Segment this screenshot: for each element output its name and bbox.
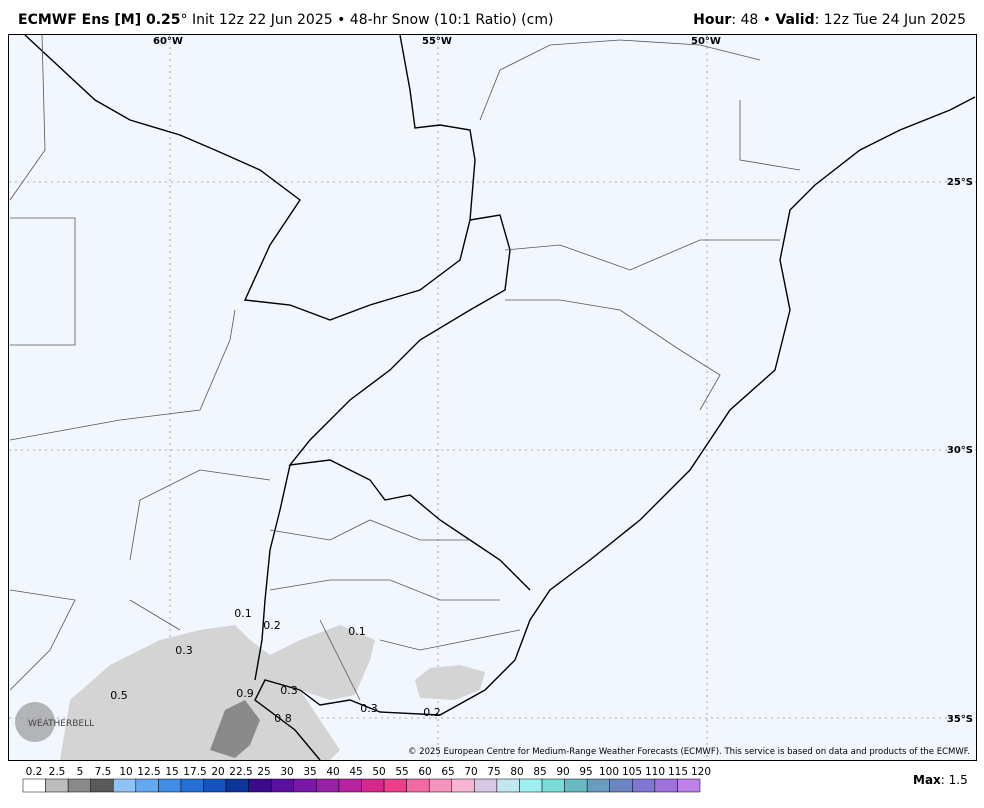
legend-swatch [586,778,610,793]
legend-label: 85 [533,766,546,778]
legend-label: 75 [487,766,500,778]
legend-swatch [203,778,227,793]
legend-swatch [316,778,340,793]
legend-swatch [564,778,588,793]
legend-swatch [428,778,453,793]
legend-label: 35 [303,766,316,778]
legend-label: 120 [691,766,711,778]
header-text: Valid [775,12,815,28]
legend-swatch [519,778,543,793]
legend-label: 100 [599,766,619,778]
header-text: Hour [693,12,732,28]
legend-swatch [451,778,475,793]
legend-label: 30 [280,766,293,778]
legend-label: 20 [211,766,224,778]
legend-label: 60 [418,766,431,778]
header-text: ° Init 12z 22 Jun 2025 • 48-hr Snow (10:… [180,12,554,28]
legend-label: 7.5 [95,766,112,778]
legend-label: 22.5 [229,766,252,778]
lat-label: 35°S [947,714,973,725]
legend-swatch [180,778,204,793]
legend-label: 105 [622,766,642,778]
legend-label: 10 [119,766,132,778]
legend-label: 2.5 [49,766,66,778]
legend-label: 65 [441,766,454,778]
coastline [24,34,976,761]
max-label: Max: 1.5 [913,773,968,787]
legend-label: 50 [372,766,385,778]
legend-swatch [677,778,701,793]
snow-areas [60,625,485,760]
legend-swatch [338,778,362,793]
legend-label: 17.5 [183,766,206,778]
legend-label: 55 [395,766,408,778]
legend-label: 95 [579,766,592,778]
legend-label: 25 [257,766,270,778]
legend-swatch [383,778,407,793]
legend-swatch [113,778,137,793]
contour-label: 0.2 [263,619,281,632]
legend-label: 0.2 [26,766,43,778]
contour-label: 0.3 [360,702,378,715]
legend-swatch [22,778,46,793]
legend-label: 15 [165,766,178,778]
header-right: Hour: 48 • Valid: 12z Tue 24 Jun 2025 [693,12,966,28]
max-text: : 1.5 [941,773,968,787]
legend-swatch [90,778,114,793]
legend: 0.2 2.5 5 7.5 10 12.5 15 17.5 20 22.5 25 30 35 40 45 50… [22,766,711,793]
legend-label: 115 [668,766,688,778]
contour-label: 0.1 [348,625,366,638]
contour-label: 0.3 [280,684,298,697]
header-text: ECMWF Ens [M] 0.25 [18,12,181,28]
max-text: Max [913,773,941,787]
contour-label: 0.9 [236,687,254,700]
contour-label: 0.1 [234,607,252,620]
legend-label: 12.5 [137,766,160,778]
legend-swatch [474,778,498,793]
graticule [9,35,976,760]
legend-swatch [406,778,430,793]
legend-label: 70 [464,766,477,778]
legend-swatch [609,778,633,793]
logo: WEATHERBELL [28,719,94,729]
legend-label: 110 [645,766,665,778]
contour-label: 0.5 [110,689,128,702]
legend-swatch [654,778,678,793]
legend-swatch [632,778,656,793]
legend-swatch [270,778,295,793]
header-left: ECMWF Ens [M] 0.25° Init 12z 22 Jun 2025… [18,12,553,28]
legend-swatch [158,778,182,793]
legend-swatch [293,778,317,793]
legend-label: 45 [349,766,362,778]
legend-swatch [225,778,249,793]
lon-label: 55°W [422,36,452,47]
legend-swatch [361,778,385,793]
contour-label: 0.3 [175,644,193,657]
legend-swatch [67,778,91,793]
contour-label: 0.2 [423,706,441,719]
lon-label: 50°W [691,36,721,47]
legend-swatch [541,778,565,793]
header-text: : 12z Tue 24 Jun 2025 [814,12,966,28]
legend-label: 5 [77,766,84,778]
legend-label: 90 [556,766,569,778]
logo-swirl [15,702,55,742]
lat-label: 30°S [947,445,973,456]
legend-label: 80 [510,766,523,778]
lat-label: 25°S [947,177,973,188]
legend-label: 40 [326,766,339,778]
borders [9,34,801,701]
contour-labels: 0.1 0.2 0.1 0.3 0.5 0.9 0.3 0.8 0.3 0.2 [110,607,441,725]
legend-swatch [135,778,159,793]
copyright: © 2025 European Centre for Medium-Range … [408,747,970,757]
legend-swatch [248,778,272,793]
header-text: : 48 • [731,12,776,28]
legend-swatch [496,778,520,793]
lon-label: 60°W [153,36,183,47]
legend-swatch [45,778,69,793]
contour-label: 0.8 [274,712,292,725]
